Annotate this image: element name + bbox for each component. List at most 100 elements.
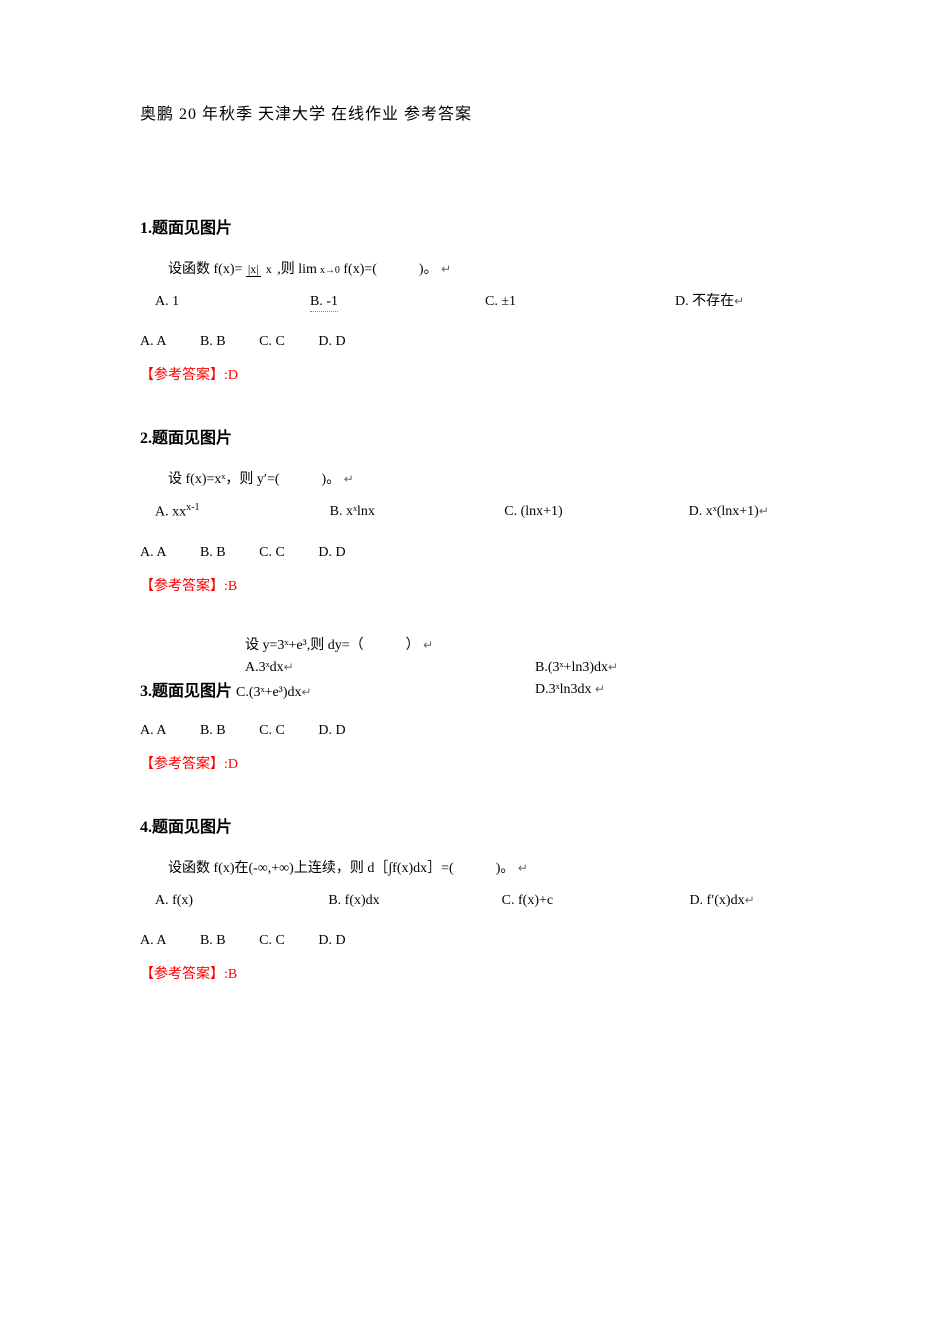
q2-stem: 设 f(x)=xˣ，则 y′=( )。 ↵ [168, 466, 805, 494]
limit-icon: lim x→0 [298, 262, 340, 277]
return-icon: ↵ [344, 472, 354, 486]
q4-content: 设函数 f(x)在(-∞,+∞)上连续，则 d［∫f(x)dx］=( )。 ↵ … [140, 855, 805, 915]
q3-answer-value: D [228, 757, 238, 772]
q2-opt-c: C. (lnx+1) [504, 498, 688, 527]
choice-a: A. A [140, 545, 166, 560]
q3-opt-b: B.(3ˣ+ln3)dx↵ [535, 657, 618, 679]
choice-d: D. D [318, 545, 345, 560]
q3-wrapper: 设 y=3ˣ+e³,则 dy=（ ） ↵ A.3ˣdx↵ 3.题面见图片 C.(… [140, 635, 805, 705]
q3-opt-c-text: C.(3ˣ+e³)dx [236, 685, 302, 700]
return-icon: ↵ [518, 861, 528, 875]
q4-answer: 【参考答案】:B [140, 963, 805, 983]
q3-col-right: B.(3ˣ+ln3)dx↵ D.3ˣln3dx ↵ [535, 657, 618, 705]
choice-d: D. D [318, 933, 345, 948]
q1-stem: 设函数 f(x)= |x| x ,则 lim x→0 f(x)=( )。 ↵ [168, 256, 805, 284]
q1-stem-suffix: f(x)=( )。 [343, 262, 437, 277]
return-icon: ↵ [284, 660, 294, 674]
q3-opt-d: D.3ˣln3dx ↵ [535, 679, 618, 701]
q4-opt-c: C. f(x)+c [502, 887, 690, 915]
choice-b: B. B [200, 933, 226, 948]
q2-opt-a-sup: x-1 [186, 502, 199, 513]
answer-label: 【参考答案】: [140, 579, 228, 594]
question-3: 设 y=3ˣ+e³,则 dy=（ ） ↵ A.3ˣdx↵ 3.题面见图片 C.(… [140, 635, 805, 773]
q3-options: A.3ˣdx↵ 3.题面见图片 C.(3ˣ+e³)dx↵ B.(3ˣ+ln3)d… [245, 657, 618, 705]
q2-title: 2.题面见图片 [140, 424, 805, 448]
q1-opt-d-text: D. 不存在 [675, 294, 734, 309]
return-icon: ↵ [441, 262, 451, 276]
choice-c: C. C [259, 545, 285, 560]
q3-content: 设 y=3ˣ+e³,则 dy=（ ） ↵ A.3ˣdx↵ 3.题面见图片 C.(… [140, 635, 618, 705]
q2-options: A. xxx-1 B. xˣlnx C. (lnx+1) D. xˣ(lnx+1… [155, 498, 805, 527]
choice-c: C. C [259, 723, 285, 738]
return-icon: ↵ [734, 294, 744, 308]
answer-label: 【参考答案】: [140, 757, 228, 772]
q3-opt-d-text: D.3ˣln3dx [535, 682, 592, 697]
q2-opt-a-pre: A. xx [155, 505, 186, 520]
frac-num: |x| [246, 262, 261, 277]
q3-col-left: A.3ˣdx↵ 3.题面见图片 C.(3ˣ+e³)dx↵ [245, 657, 535, 705]
q1-opt-b: B. -1 [310, 288, 485, 316]
return-icon: ↵ [423, 638, 433, 652]
q1-title: 1.题面见图片 [140, 214, 805, 238]
q4-opt-b: B. f(x)dx [328, 887, 501, 915]
q1-opt-a: A. 1 [155, 288, 310, 316]
q2-opt-d-text: D. xˣ(lnx+1) [689, 504, 759, 519]
return-icon: ↵ [745, 893, 755, 907]
q4-stem: 设函数 f(x)在(-∞,+∞)上连续，则 d［∫f(x)dx］=( )。 ↵ [168, 855, 805, 883]
q2-opt-d: D. xˣ(lnx+1)↵ [689, 498, 805, 527]
return-icon: ↵ [302, 685, 312, 699]
q1-opt-c: C. ±1 [485, 288, 675, 316]
q4-options: A. f(x) B. f(x)dx C. f(x)+c D. f′(x)dx↵ [155, 887, 805, 915]
q3-opt-b-text: B.(3ˣ+ln3)dx [535, 660, 608, 675]
choice-d: D. D [318, 723, 345, 738]
q3-opt-a-text: A.3ˣdx [245, 660, 284, 675]
answer-label: 【参考答案】: [140, 368, 228, 383]
q3-opt-c: C.(3ˣ+e³)dx↵ [236, 682, 312, 704]
lim-sub: x→0 [320, 265, 340, 276]
q2-content: 设 f(x)=xˣ，则 y′=( )。 ↵ A. xxx-1 B. xˣlnx … [140, 466, 805, 527]
return-icon: ↵ [759, 504, 769, 518]
q1-answer-value: D [228, 368, 238, 383]
choice-c: C. C [259, 334, 285, 349]
q1-content: 设函数 f(x)= |x| x ,则 lim x→0 f(x)=( )。 ↵ A… [140, 256, 805, 316]
choice-a: A. A [140, 723, 166, 738]
choice-a: A. A [140, 334, 166, 349]
choice-b: B. B [200, 545, 226, 560]
q3-opt-a: A.3ˣdx↵ [245, 657, 535, 679]
frac-den: x [264, 262, 274, 276]
q4-stem-text: 设函数 f(x)在(-∞,+∞)上连续，则 d［∫f(x)dx］=( )。 [168, 861, 514, 876]
choice-b: B. B [200, 334, 226, 349]
q1-opt-d: D. 不存在↵ [675, 288, 795, 316]
q3-stem-text: 设 y=3ˣ+e³,则 dy=（ ） [245, 638, 420, 653]
return-icon: ↵ [608, 660, 618, 674]
answer-label: 【参考答案】: [140, 967, 228, 982]
fraction-icon: |x| x [246, 263, 274, 276]
q2-answer: 【参考答案】:B [140, 575, 805, 595]
q3-answer: 【参考答案】:D [140, 753, 805, 773]
q1-opt-b-text: B. -1 [310, 294, 338, 312]
q2-answer-value: B [228, 579, 237, 594]
q2-answer-choices: A. A B. B C. C D. D [140, 545, 805, 561]
q1-answer: 【参考答案】:D [140, 364, 805, 384]
choice-a: A. A [140, 933, 166, 948]
q4-opt-d-text: D. f′(x)dx [689, 893, 744, 908]
q4-opt-d: D. f′(x)dx↵ [689, 887, 805, 915]
q1-stem-mid: ,则 [277, 262, 295, 277]
q4-opt-a: A. f(x) [155, 887, 328, 915]
q2-stem-text: 设 f(x)=xˣ，则 y′=( )。 [168, 472, 340, 487]
q4-answer-choices: A. A B. B C. C D. D [140, 933, 805, 949]
choice-d: D. D [318, 334, 345, 349]
q4-answer-value: B [228, 967, 237, 982]
q1-answer-choices: A. A B. B C. C D. D [140, 334, 805, 350]
q3-stem: 设 y=3ˣ+e³,则 dy=（ ） ↵ [245, 635, 618, 657]
lim-top: lim [298, 262, 317, 277]
return-icon: ↵ [595, 682, 605, 696]
q3-opt-c-row: 3.题面见图片 C.(3ˣ+e³)dx↵ [140, 679, 535, 705]
q2-opt-a: A. xxx-1 [155, 498, 330, 527]
q2-opt-b: B. xˣlnx [330, 498, 505, 527]
page-header: 奥鹏 20 年秋季 天津大学 在线作业 参考答案 [140, 100, 805, 124]
question-2: 2.题面见图片 设 f(x)=xˣ，则 y′=( )。 ↵ A. xxx-1 B… [140, 424, 805, 595]
q4-title: 4.题面见图片 [140, 813, 805, 837]
question-1: 1.题面见图片 设函数 f(x)= |x| x ,则 lim x→0 f(x)=… [140, 214, 805, 384]
question-4: 4.题面见图片 设函数 f(x)在(-∞,+∞)上连续，则 d［∫f(x)dx］… [140, 813, 805, 983]
